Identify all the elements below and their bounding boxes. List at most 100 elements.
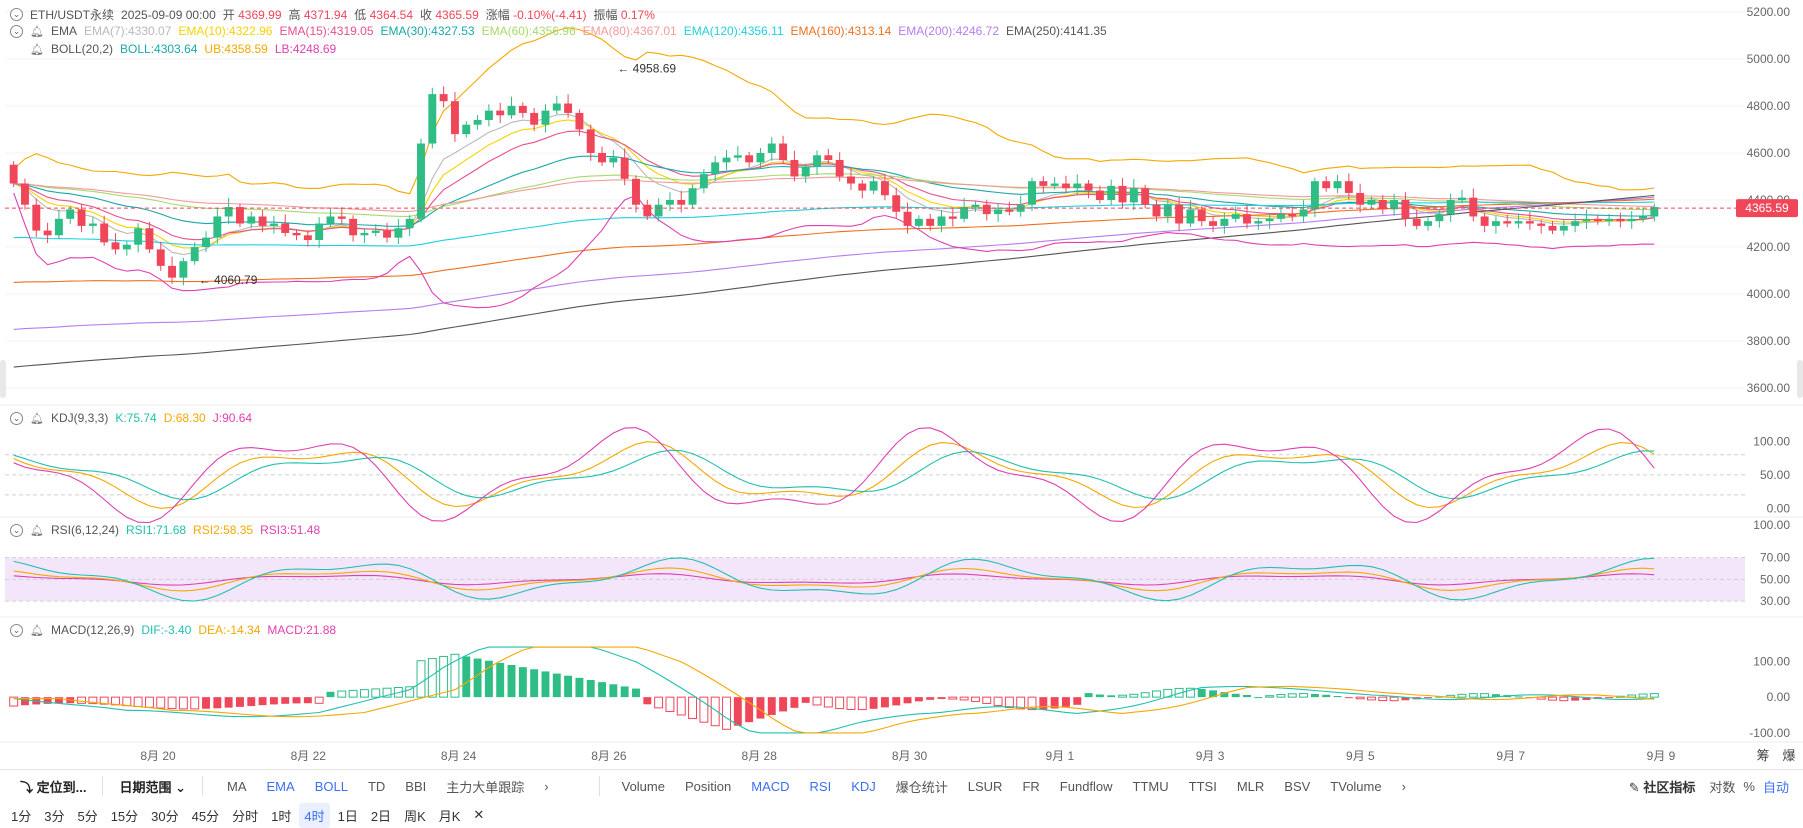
boll-title: BOLL(20,2) [50, 42, 114, 56]
locate-button[interactable]: ⤵ 定位到... [20, 779, 87, 795]
candle-body [1446, 200, 1455, 215]
macd-histogram-bar [892, 697, 901, 706]
sub-indicator-0[interactable]: Volume [621, 778, 665, 794]
macd-histogram-bar [178, 696, 188, 710]
close-label: 收 [420, 8, 433, 22]
main-indicator-0[interactable]: MA [227, 778, 247, 794]
macd-histogram-bar [99, 696, 109, 705]
sub-indicator-8[interactable]: Fundflow [1059, 778, 1113, 794]
main-indicator-3[interactable]: TD [367, 778, 386, 794]
timeframe-3[interactable]: 15分 [110, 808, 139, 824]
macd-histogram-bar [1548, 696, 1557, 701]
candle-body [745, 155, 754, 163]
candle-body [1412, 218, 1421, 226]
candle-body [767, 143, 776, 153]
percent-scale-button[interactable]: % [1743, 778, 1755, 794]
candle-body [43, 230, 52, 236]
main-indicator-1[interactable]: EMA [266, 778, 295, 794]
sub-indicator-7[interactable]: FR [1022, 778, 1040, 794]
macd-histogram-bar [1322, 694, 1331, 698]
ema-line-60 [13, 173, 1655, 217]
sub-indicator-1[interactable]: Position [684, 778, 732, 794]
candle-body [1435, 214, 1444, 222]
candle-body [530, 112, 539, 125]
bell-icon[interactable]: 🔔︎ [30, 524, 44, 537]
left-scroll-handle[interactable] [0, 360, 6, 398]
auto-scale-button[interactable]: 自动 [1762, 779, 1789, 795]
timeframe-10[interactable]: 2日 [370, 808, 392, 824]
sub-indicator-4[interactable]: KDJ [851, 778, 876, 794]
collapse-icon[interactable]: ⌄ [10, 523, 23, 537]
main-indicator-2[interactable]: BOLL [314, 778, 348, 794]
collapse-icon[interactable]: ⌄ [10, 623, 23, 637]
timeframe-8[interactable]: 4时 [299, 802, 330, 828]
timeframe-2[interactable]: 5分 [77, 808, 98, 824]
bell-icon[interactable]: 🔔︎ [30, 25, 44, 38]
timeframe-6[interactable]: 分时 [232, 808, 259, 824]
candle-body [1005, 209, 1014, 212]
timeframe-1[interactable]: 3分 [44, 808, 65, 824]
candle-body [269, 223, 278, 226]
macd-items: DIF:-3.40 DEA:-14.34 MACD:21.88 [141, 623, 336, 637]
right-scroll-handle[interactable] [1797, 360, 1803, 398]
sub-indicator-2[interactable]: MACD [751, 778, 790, 794]
sub-indicator-9[interactable]: TTMU [1132, 778, 1169, 794]
macd-histogram-bar [609, 684, 618, 698]
main-indicators: MA EMA BOLL TD BBI 主力大单跟踪 [209, 770, 534, 802]
sub-indicator-13[interactable]: TVolume [1330, 778, 1382, 794]
sub-indicator-10[interactable]: TTSI [1188, 778, 1217, 794]
last-price-label: 4365.59 [1745, 201, 1789, 215]
candle-body [552, 103, 561, 111]
timeframe-7[interactable]: 1时 [271, 808, 292, 824]
timeframe-4[interactable]: 30分 [151, 808, 179, 824]
log-scale-button[interactable]: 对数 [1709, 779, 1736, 795]
sub-indicator-11[interactable]: MLR [1236, 778, 1265, 794]
candle-body [1107, 185, 1116, 200]
candle-body [190, 247, 199, 262]
chevron-right-icon[interactable]: › [544, 778, 549, 794]
macd-histogram-bar [564, 675, 573, 698]
macd-histogram-bar [880, 697, 889, 708]
date-range-button[interactable]: 日期范围 ⌄ [119, 779, 187, 795]
rsi-legend: ⌄ 🔔︎ RSI(6,12,24) RSI1:71.68 RSI2:58.35 RS… [10, 523, 320, 537]
timeframe-11[interactable]: 周K [404, 808, 426, 824]
boll-band-2 [13, 192, 1655, 309]
candle-body [1243, 214, 1251, 224]
chart-canvas[interactable]: 5200.005000.004800.004600.004400.004200.… [0, 0, 1803, 770]
macd-histogram-bar [337, 690, 347, 698]
bell-icon[interactable]: 🔔︎ [30, 412, 44, 425]
sub-indicator-12[interactable]: BSV [1284, 778, 1311, 794]
bell-icon[interactable]: 🔔︎ [30, 624, 44, 637]
timeframe-9[interactable]: 1日 [337, 808, 358, 824]
sub-indicator-5[interactable]: 爆仓统计 [895, 779, 948, 795]
sub-indicator-6[interactable]: LSUR [967, 778, 1003, 794]
timeframe-12[interactable]: 月K [438, 808, 461, 824]
chevron-right-icon[interactable]: › [1401, 778, 1406, 794]
collapse-icon[interactable]: ⌄ [10, 411, 23, 425]
candle-body [586, 129, 595, 153]
macd-histogram-bar [1140, 692, 1150, 698]
macd-histogram-bar [1050, 697, 1059, 709]
candle-body [858, 183, 867, 191]
candle-body [134, 228, 143, 245]
macd-histogram-bar [1231, 693, 1240, 698]
close-icon[interactable]: ✕ [473, 807, 485, 822]
candle-body [32, 204, 41, 231]
community-indicators-button[interactable]: ✎ 社区指标 [1628, 779, 1696, 795]
edit-icon: ✎ [1628, 779, 1644, 795]
timeframe-0[interactable]: 1分 [11, 808, 32, 824]
candle-body [756, 152, 765, 163]
main-indicator-4[interactable]: BBI [405, 778, 427, 794]
macd-histogram-bar [1401, 697, 1410, 701]
candle-body [360, 232, 369, 236]
macd-histogram-bar [247, 697, 256, 707]
collapse-icon[interactable]: ⌄ [10, 8, 23, 21]
bell-icon[interactable]: 🔔︎ [30, 43, 44, 56]
candle-body [1559, 225, 1568, 231]
macd-histogram-bar [54, 697, 63, 704]
main-indicator-5[interactable]: 主力大单跟踪 [446, 779, 525, 795]
macd-histogram-bar [190, 696, 200, 710]
collapse-icon[interactable]: ⌄ [10, 24, 23, 38]
sub-indicator-3[interactable]: RSI [809, 778, 832, 794]
timeframe-5[interactable]: 45分 [191, 808, 220, 824]
